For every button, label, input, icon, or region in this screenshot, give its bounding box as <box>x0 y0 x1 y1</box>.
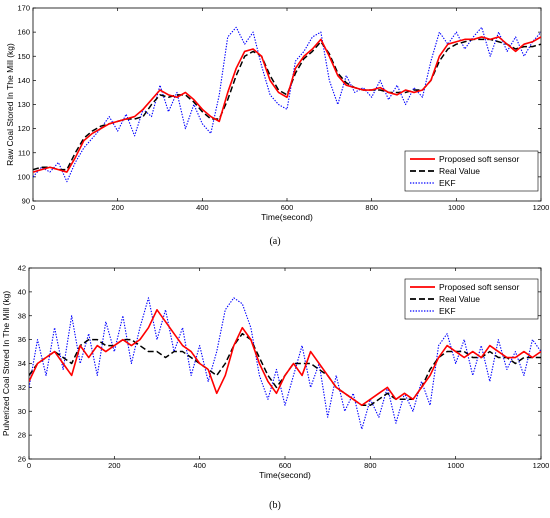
x-tick-label: 400 <box>193 461 206 470</box>
series-line-proposed-soft-sensor <box>33 36 541 173</box>
chart-panel-0: 0 200 400 600 800 1000 1200 90 100 110 120 130 140 15… <box>5 4 549 247</box>
y-tick-label: 120 <box>17 124 30 133</box>
legend-label: Proposed soft sensor <box>439 154 519 164</box>
legend-label: Proposed soft sensor <box>439 282 519 292</box>
series-line-ekf <box>33 26 541 183</box>
x-tick-label: 600 <box>279 461 292 470</box>
y-tick-label: 36 <box>18 335 26 344</box>
y-tick-label: 32 <box>18 383 26 392</box>
y-tick-label: 28 <box>18 431 26 440</box>
legend: Proposed soft sensor Real Value EKF <box>404 278 539 320</box>
y-tick-label: 140 <box>17 76 30 85</box>
chart-panel-1: 0 200 400 600 800 1000 1200 26 28 30 32 34 36 38 40 42 T… <box>1 264 549 511</box>
panel-label: (b) <box>269 500 281 511</box>
y-tick-label: 90 <box>22 197 30 206</box>
legend: Proposed soft sensor Real Value EKF <box>404 150 539 192</box>
legend-box <box>404 150 539 192</box>
series-line-proposed-soft-sensor <box>29 308 541 407</box>
x-tick-label: 200 <box>111 203 124 212</box>
series-group <box>29 297 541 430</box>
x-axis-label: Time(second) <box>259 470 311 480</box>
x-axis-label: Time(second) <box>261 212 313 222</box>
y-tick-label: 34 <box>18 359 26 368</box>
y-tick-label: 30 <box>18 407 26 416</box>
y-tick-label: 26 <box>18 455 26 464</box>
x-tick-label: 400 <box>196 203 209 212</box>
legend-box <box>404 278 539 320</box>
legend-label: EKF <box>439 306 456 316</box>
series-group <box>33 26 541 183</box>
x-tick-label: 200 <box>108 461 121 470</box>
y-tick-label: 130 <box>17 100 30 109</box>
y-tick-label: 100 <box>17 172 30 181</box>
x-tick-label: 0 <box>27 461 31 470</box>
y-tick-label: 150 <box>17 52 30 61</box>
y-tick-label: 38 <box>18 311 26 320</box>
series-line-ekf <box>29 297 541 430</box>
x-tick-label: 800 <box>364 461 377 470</box>
panel-label: (a) <box>269 236 280 247</box>
legend-label: EKF <box>439 178 456 188</box>
x-tick-label: 1200 <box>533 203 550 212</box>
legend-label: Real Value <box>439 294 480 304</box>
y-tick-label: 160 <box>17 28 30 37</box>
y-axis-label: Raw Coal Stored In The Mill (kg) <box>5 43 15 166</box>
y-tick-label: 170 <box>17 4 30 13</box>
y-tick-label: 42 <box>18 264 26 273</box>
x-tick-label: 1000 <box>448 203 465 212</box>
x-tick-label: 600 <box>281 203 294 212</box>
x-tick-label: 1200 <box>533 461 550 470</box>
y-tick-label: 110 <box>18 148 30 157</box>
legend-label: Real Value <box>439 166 480 176</box>
x-tick-label: 1000 <box>447 461 464 470</box>
y-axis-label: Pulverized Coal Stored In The Mill (kg) <box>1 291 11 437</box>
x-tick-label: 800 <box>365 203 378 212</box>
y-tick-label: 40 <box>18 287 26 296</box>
x-tick-label: 0 <box>31 203 35 212</box>
